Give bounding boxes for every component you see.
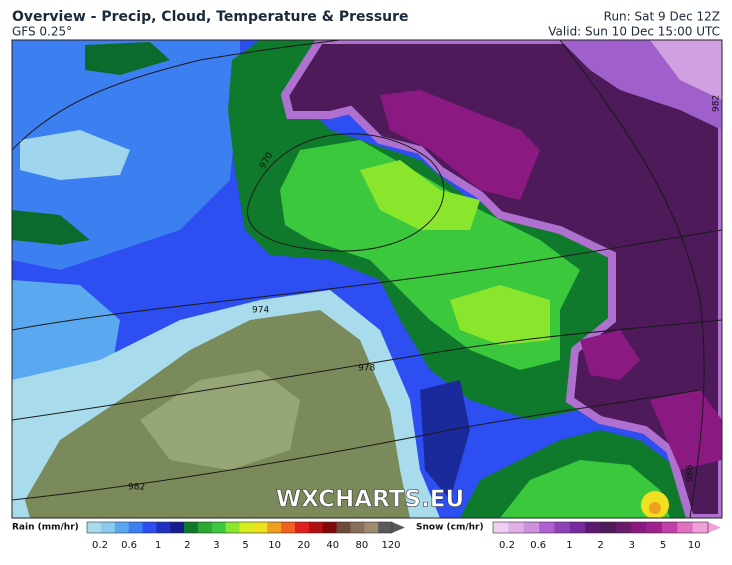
isobar (247, 133, 445, 252)
isobar-label: 974 (252, 306, 269, 316)
precip-area (649, 502, 661, 514)
precip-area (85, 42, 170, 75)
snow-tick-label: 0.6 (530, 540, 546, 551)
isobar (12, 319, 722, 421)
snow-tick-label: 5 (660, 540, 666, 551)
title: Overview - Precip, Cloud, Temperature & … (12, 9, 409, 25)
snow-swatch (677, 522, 693, 533)
rain-swatch (253, 522, 268, 533)
isobar (12, 229, 722, 331)
isobar (12, 389, 701, 501)
map: 970 974 978 982 982 986 WXCHARTS.EU (12, 40, 722, 518)
precip-area (450, 285, 550, 345)
snow-tick-label: 0.2 (499, 540, 515, 551)
rain-tick-label: 40 (326, 540, 339, 551)
run-time: Run: Sat 9 Dec 12Z (604, 10, 720, 24)
isobar-label: 982 (712, 95, 722, 112)
snow-area (280, 40, 722, 518)
rain-tick-label: 80 (356, 540, 369, 551)
isobar (12, 40, 341, 151)
snow-swatch (523, 522, 540, 533)
rain-swatch (211, 522, 226, 533)
snow-legend-title: Snow (cm/hr) (416, 523, 484, 533)
isobar-label: 982 (128, 483, 145, 493)
rain-tick-label: 2 (184, 540, 190, 551)
rain-legend-title: Rain (mm/hr) (12, 523, 79, 533)
rain-tick-label: 120 (381, 540, 400, 551)
watermark: WXCHARTS.EU (276, 487, 464, 513)
snow-area (650, 40, 722, 100)
rain-swatch (128, 522, 143, 533)
snow-bar-frame (492, 521, 709, 534)
rain-tick-label: 20 (297, 540, 310, 551)
rain-tick-label: 1 (155, 540, 161, 551)
rain-swatch (350, 522, 365, 533)
isobar-label: 978 (358, 364, 375, 374)
snow-tick-label: 10 (688, 540, 701, 551)
rain-swatch (114, 522, 129, 533)
snow-area (650, 390, 722, 470)
rain-tick-label: 5 (242, 540, 248, 551)
rain-swatch (364, 522, 379, 533)
rain-swatch (322, 522, 337, 533)
rain-tick-label: 3 (213, 540, 219, 551)
rain-tick-label: 10 (268, 540, 281, 551)
rain-swatch (294, 522, 310, 533)
legends: 0.2 0.6 1 2 3 5 10 20 40 80 120 0.2 0.6 1 2 3 5 10 (86, 521, 721, 551)
rain-swatch (239, 522, 254, 533)
snow-swatch (615, 522, 632, 533)
snow-area (380, 90, 540, 200)
rain-swatch (197, 522, 213, 533)
snow-swatch (569, 522, 586, 533)
rain-swatch (87, 522, 102, 533)
snow-swatch (508, 522, 525, 533)
snow-swatch (600, 522, 617, 533)
precip-area (12, 210, 90, 245)
cloud-area (140, 370, 300, 470)
rain-swatch (336, 522, 351, 533)
snow-swatch (631, 522, 647, 533)
rain-swatch (267, 522, 282, 533)
rain-swatch (378, 522, 393, 533)
precip-area (360, 160, 480, 230)
precip-area (420, 380, 470, 500)
rain-swatch (281, 522, 296, 533)
map-frame (11, 39, 723, 519)
snow-swatch (585, 522, 601, 533)
snow-swatch (661, 522, 678, 533)
rain-arrow (392, 522, 405, 533)
isobar-label: 986 (686, 465, 696, 482)
rain-swatch (156, 522, 171, 533)
snow-tick-label: 2 (597, 540, 603, 551)
model: GFS 0.25° (12, 25, 72, 39)
rain-swatch (225, 522, 240, 533)
snow-swatch (539, 522, 555, 533)
rain-swatch (100, 522, 116, 533)
snow-swatch (692, 522, 709, 533)
rain-bar-frame (86, 521, 393, 534)
rain-swatch (170, 522, 185, 533)
rain-tick-label: 0.6 (121, 540, 137, 551)
precip-area (20, 130, 130, 180)
isobar (559, 40, 705, 518)
snow-swatch (646, 522, 663, 533)
snow-swatch (493, 522, 509, 533)
snow-tick-label: 3 (629, 540, 635, 551)
rain-swatch (184, 522, 199, 533)
rain-tick-label: 0.2 (92, 540, 108, 551)
rain-swatch (142, 522, 157, 533)
snow-swatch (554, 522, 571, 533)
precip-area (500, 460, 670, 518)
valid-time: Valid: Sun 10 Dec 15:00 UTC (548, 25, 720, 39)
snow-arrow (708, 522, 721, 533)
rain-swatch (308, 522, 323, 533)
snow-area (580, 330, 640, 380)
snow-tick-label: 1 (566, 540, 572, 551)
